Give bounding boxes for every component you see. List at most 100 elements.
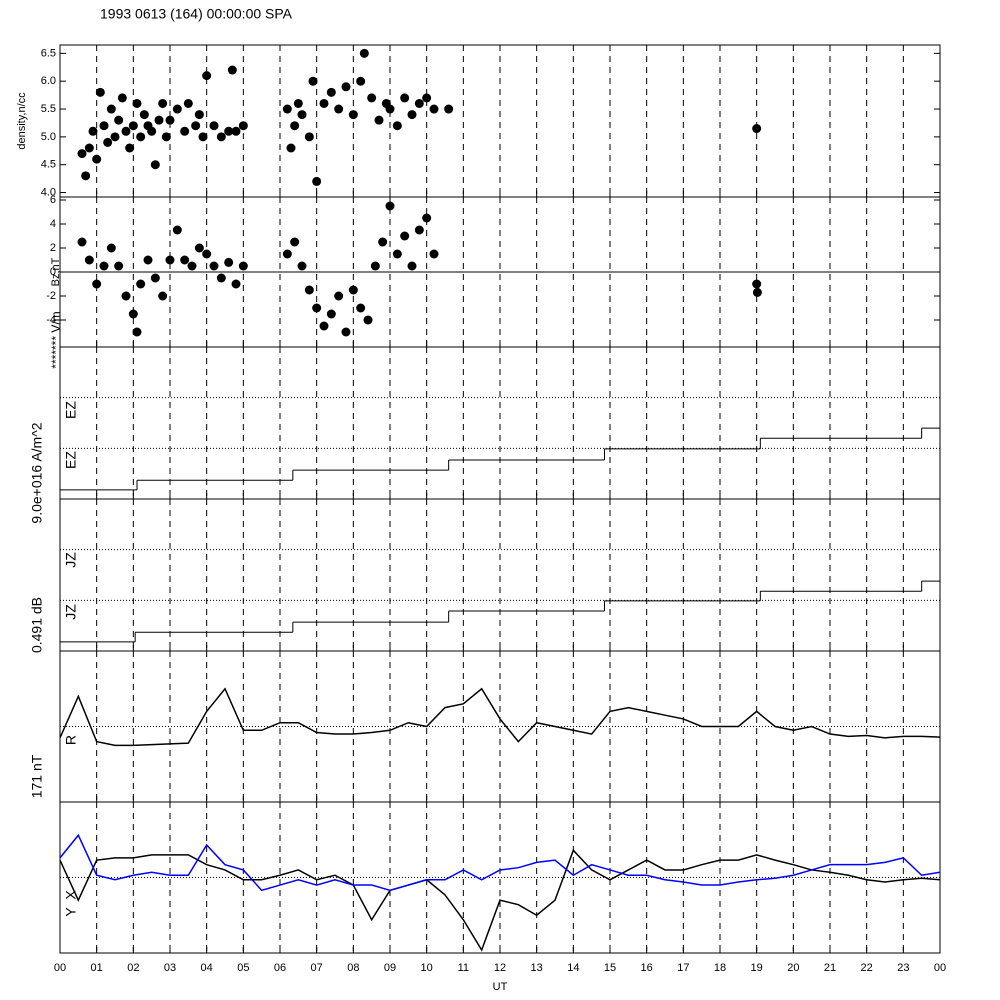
panel-label: JZ: [63, 552, 79, 568]
x-tick-label: 09: [384, 962, 396, 974]
data-point: [209, 261, 219, 271]
data-point: [202, 71, 212, 81]
data-point: [161, 132, 171, 142]
data-point: [312, 303, 322, 313]
data-point: [752, 279, 762, 289]
x-tick-label: 05: [237, 962, 249, 974]
data-point: [158, 291, 168, 301]
data-point: [400, 231, 410, 241]
data-point: [238, 121, 248, 131]
data-point: [103, 137, 113, 147]
x-tick-label: 15: [604, 962, 616, 974]
data-point: [312, 176, 322, 186]
y-axis-label: 0.491 dB: [29, 597, 45, 653]
x-tick-label: 19: [751, 962, 763, 974]
data-point: [348, 110, 358, 120]
data-point: [106, 243, 116, 253]
data-point: [444, 104, 454, 114]
data-point: [422, 93, 432, 103]
data-point: [128, 309, 138, 319]
data-point: [348, 285, 358, 295]
data-point: [121, 126, 131, 136]
data-point: [194, 243, 204, 253]
series-line: [60, 833, 940, 892]
data-point: [392, 249, 402, 259]
data-point: [356, 76, 366, 86]
data-point: [158, 98, 168, 108]
y-tick-label: 4.0: [41, 186, 56, 198]
x-tick-label: 13: [531, 962, 543, 974]
data-point: [224, 126, 234, 136]
data-point: [304, 132, 314, 142]
data-point: [187, 261, 197, 271]
data-point: [92, 279, 102, 289]
data-point: [132, 327, 142, 337]
data-point: [293, 98, 303, 108]
x-tick-label: 22: [861, 962, 873, 974]
data-point: [308, 76, 318, 86]
data-point: [334, 291, 344, 301]
data-point: [400, 93, 410, 103]
data-point: [359, 48, 369, 58]
data-point: [392, 121, 402, 131]
y-axis-label: Bz,nT: [50, 257, 62, 286]
data-point: [172, 104, 182, 114]
data-point: [136, 132, 146, 142]
data-point: [180, 255, 190, 265]
x-tick-label: 20: [787, 962, 799, 974]
data-point: [319, 321, 329, 331]
data-point: [139, 110, 149, 120]
data-point: [290, 237, 300, 247]
x-tick-label: 00: [54, 962, 66, 974]
x-tick-label: 00: [934, 962, 946, 974]
data-point: [334, 104, 344, 114]
panel-label: EZ: [63, 401, 79, 419]
data-point: [297, 110, 307, 120]
data-point: [99, 261, 109, 271]
y-axis-label: 9.0e+016 A/m^2: [29, 422, 45, 523]
data-point: [224, 257, 234, 267]
data-point: [341, 327, 351, 337]
data-point: [385, 104, 395, 114]
data-point: [216, 132, 226, 142]
data-point: [84, 143, 94, 153]
data-point: [180, 126, 190, 136]
x-tick-label: 07: [311, 962, 323, 974]
series-line: [60, 687, 940, 747]
data-point: [429, 249, 439, 259]
data-point: [407, 261, 417, 271]
data-point: [227, 65, 237, 75]
panel-label: JZ: [63, 604, 79, 620]
data-point: [114, 261, 124, 271]
x-tick-label: 03: [164, 962, 176, 974]
data-point: [414, 225, 424, 235]
y-tick-label: 4: [50, 218, 56, 230]
data-point: [385, 201, 395, 211]
data-point: [143, 255, 153, 265]
y-tick-label: 5.5: [41, 103, 56, 115]
y-tick-label: -4: [46, 314, 56, 326]
data-point: [363, 315, 373, 325]
data-point: [183, 98, 193, 108]
data-point: [172, 225, 182, 235]
y-axis-label: 171 nT: [29, 754, 45, 798]
data-point: [150, 160, 160, 170]
data-point: [326, 309, 336, 319]
x-tick-label: 08: [347, 962, 359, 974]
title: 1993 0613 (164) 00:00:00 SPA: [100, 6, 293, 22]
data-point: [202, 249, 212, 259]
data-point: [290, 121, 300, 131]
x-tick-label: 17: [677, 962, 689, 974]
data-point: [110, 132, 120, 142]
data-point: [216, 273, 226, 283]
x-tick-label: 06: [274, 962, 286, 974]
data-point: [378, 237, 388, 247]
y-tick-label: 4.5: [41, 159, 56, 171]
data-point: [121, 291, 131, 301]
x-tick-label: 23: [897, 962, 909, 974]
data-point: [165, 115, 175, 125]
data-point: [125, 143, 135, 153]
data-point: [117, 93, 127, 103]
data-point: [77, 237, 87, 247]
data-point: [286, 143, 296, 153]
